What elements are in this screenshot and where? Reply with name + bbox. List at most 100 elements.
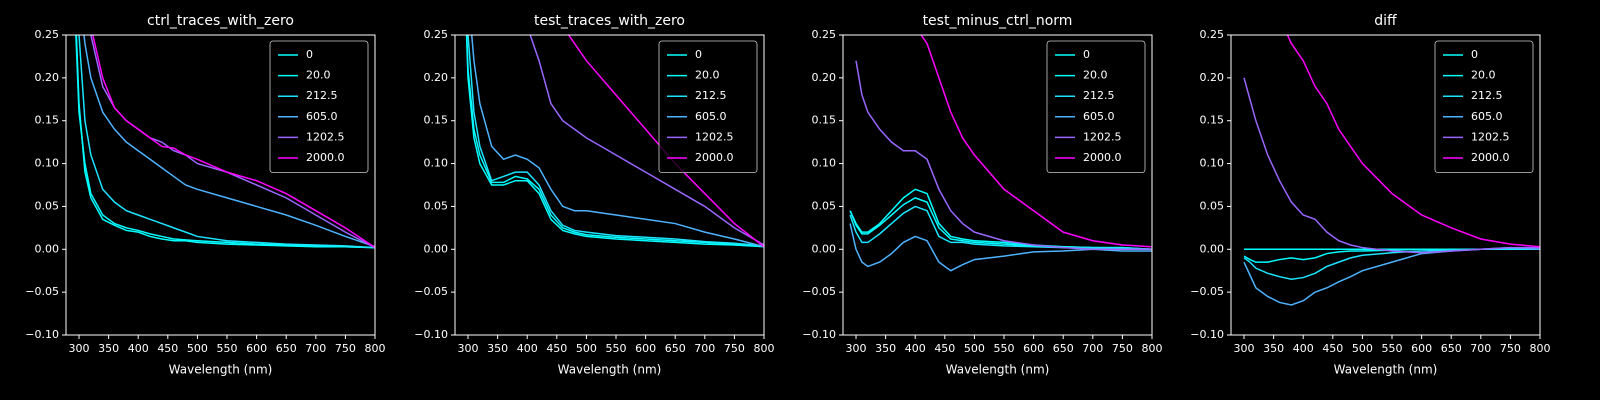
- legend-box: [269, 40, 369, 174]
- series-line: [92, 35, 375, 249]
- series-line: [75, 35, 375, 249]
- x-tick-label: 650: [1441, 342, 1462, 355]
- x-axis-label: Wavelength (nm): [558, 363, 662, 377]
- legend-label: 605.0: [695, 110, 727, 123]
- y-tick-label: 0.05: [812, 199, 837, 212]
- legend-label: 212.5: [1471, 89, 1503, 102]
- legend-label: 605.0: [1083, 110, 1115, 123]
- x-tick-label: 550: [217, 342, 238, 355]
- x-tick-label: 800: [1530, 342, 1551, 355]
- x-tick-label: 500: [187, 342, 208, 355]
- legend-label: 20.0: [1083, 69, 1108, 82]
- y-tick-label: 0.20: [812, 71, 837, 84]
- legend: 0 20.0 212.5 605.0 1202.5 2000.0: [658, 40, 758, 174]
- legend-label: 1202.5: [1083, 130, 1122, 143]
- y-tick-label: 0.15: [424, 114, 449, 127]
- x-tick-label: 300: [1234, 342, 1255, 355]
- legend-label: 212.5: [695, 89, 727, 102]
- legend-label: 20.0: [695, 69, 720, 82]
- series-line: [1243, 246, 1540, 306]
- chart-title: ctrl_traces_with_zero: [147, 13, 294, 29]
- y-tick-label: −0.05: [802, 285, 836, 298]
- x-tick-label: 300: [458, 342, 479, 355]
- y-tick-label: 0.05: [424, 199, 449, 212]
- y-tick-label: 0.00: [1200, 242, 1225, 255]
- x-tick-label: 700: [1470, 342, 1491, 355]
- chart-title: diff: [1374, 13, 1397, 29]
- y-tick-label: 0.10: [424, 157, 449, 170]
- series-line: [83, 35, 375, 248]
- legend-label: 212.5: [306, 89, 338, 102]
- y-tick-label: 0.25: [424, 28, 449, 41]
- y-tick-label: −0.10: [1190, 328, 1224, 341]
- chart-title: test_traces_with_zero: [534, 13, 685, 29]
- x-tick-label: 750: [724, 342, 745, 355]
- x-tick-label: 550: [994, 342, 1015, 355]
- legend-label: 605.0: [306, 110, 338, 123]
- legend-box: [658, 40, 758, 174]
- x-axis-label: Wavelength (nm): [946, 363, 1050, 377]
- y-tick-label: 0.00: [424, 242, 449, 255]
- legend-label: 20.0: [1471, 69, 1496, 82]
- subplot: diff Wavelength (nm) 300 350 400 450 500 550 600…: [1190, 13, 1551, 377]
- series-line: [470, 35, 764, 248]
- x-tick-label: 800: [1142, 342, 1163, 355]
- series-line: [849, 223, 1152, 272]
- x-tick-label: 300: [846, 342, 867, 355]
- legend-label: 2000.0: [695, 151, 734, 164]
- x-tick-label: 450: [1322, 342, 1343, 355]
- y-tick-label: 0.20: [35, 71, 60, 84]
- series-line: [529, 35, 764, 246]
- y-tick-label: 0.00: [812, 242, 837, 255]
- y-tick-label: −0.10: [802, 328, 836, 341]
- series-line: [465, 35, 764, 248]
- x-tick-label: 550: [606, 342, 627, 355]
- legend-label: 0: [1083, 48, 1090, 61]
- y-tick-label: 0.10: [812, 157, 837, 170]
- x-tick-label: 400: [1293, 342, 1314, 355]
- y-tick-label: −0.05: [25, 285, 59, 298]
- series-line: [1243, 77, 1540, 254]
- x-tick-label: 450: [546, 342, 567, 355]
- series-line: [467, 35, 764, 247]
- x-tick-label: 400: [905, 342, 926, 355]
- plot-frame: [454, 34, 765, 336]
- legend-label: 1202.5: [695, 130, 734, 143]
- subplot: test_minus_ctrl_norm Wavelength (nm) 300 35…: [802, 13, 1163, 377]
- y-tick-label: 0.15: [812, 114, 837, 127]
- subplot: test_traces_with_zero Wavelength (nm) 300 3…: [414, 13, 774, 377]
- legend: 0 20.0 212.5 605.0 1202.5 2000.0: [269, 40, 369, 174]
- x-tick-label: 750: [1500, 342, 1521, 355]
- legend-label: 2000.0: [306, 151, 345, 164]
- y-tick-label: 0.00: [35, 242, 60, 255]
- x-tick-label: 750: [335, 342, 356, 355]
- series-line: [1243, 248, 1540, 281]
- y-tick-label: 0.20: [424, 71, 449, 84]
- y-tick-label: 0.25: [35, 28, 60, 41]
- x-tick-label: 300: [69, 342, 90, 355]
- x-tick-label: 500: [1352, 342, 1373, 355]
- y-tick-label: 0.15: [1200, 114, 1225, 127]
- subplot: ctrl_traces_with_zero Wavelength (nm) 300 3…: [25, 13, 385, 377]
- plot-frame: [65, 34, 376, 336]
- plot-frame: [1230, 34, 1541, 336]
- legend-label: 2000.0: [1471, 151, 1510, 164]
- legend-box: [1046, 40, 1146, 174]
- x-tick-label: 450: [934, 342, 955, 355]
- x-axis-label: Wavelength (nm): [169, 363, 273, 377]
- x-tick-label: 400: [128, 342, 149, 355]
- x-tick-label: 350: [98, 342, 119, 355]
- series-line: [1286, 35, 1540, 248]
- y-tick-label: 0.10: [35, 157, 60, 170]
- legend-label: 605.0: [1471, 110, 1503, 123]
- y-tick-label: −0.05: [1190, 285, 1224, 298]
- series-line: [920, 35, 1152, 248]
- x-tick-label: 650: [1053, 342, 1074, 355]
- x-tick-label: 750: [1112, 342, 1133, 355]
- plot-frame: [842, 34, 1153, 336]
- legend-label: 0: [1471, 48, 1478, 61]
- y-tick-label: −0.10: [25, 328, 59, 341]
- x-tick-label: 550: [1382, 342, 1403, 355]
- x-tick-label: 600: [1411, 342, 1432, 355]
